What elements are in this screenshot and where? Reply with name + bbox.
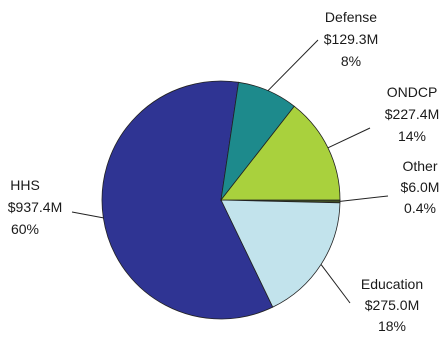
label-hhs-pct: 60% xyxy=(11,221,39,237)
leader-lines xyxy=(71,39,389,304)
label-hhs-value: $937.4M xyxy=(8,199,62,215)
label-other-pct: 0.4% xyxy=(404,200,436,216)
label-other-value: $6.0M xyxy=(401,179,440,195)
leader-line-other xyxy=(339,195,389,202)
leader-line-hhs xyxy=(71,211,104,219)
leader-line-defense xyxy=(267,39,319,92)
pie-slice-hhs xyxy=(101,80,274,320)
pie-slice-education xyxy=(220,199,341,308)
label-hhs-name: HHS xyxy=(10,177,40,193)
pie-slices xyxy=(101,80,341,320)
label-education-value: $275.0M xyxy=(365,297,419,313)
label-education-pct: 18% xyxy=(378,318,406,334)
label-other-name: Other xyxy=(402,158,437,174)
label-ondcp-pct: 14% xyxy=(398,128,426,144)
label-ondcp-value: $227.4M xyxy=(385,106,439,122)
label-defense-name: Defense xyxy=(325,9,377,25)
label-defense-value: $129.3M xyxy=(324,31,378,47)
label-ondcp-name: ONDCP xyxy=(387,84,438,100)
label-education-name: Education xyxy=(361,276,423,292)
leader-line-education xyxy=(320,264,351,304)
leader-line-ondcp xyxy=(327,127,371,149)
label-defense-pct: 8% xyxy=(341,53,361,69)
